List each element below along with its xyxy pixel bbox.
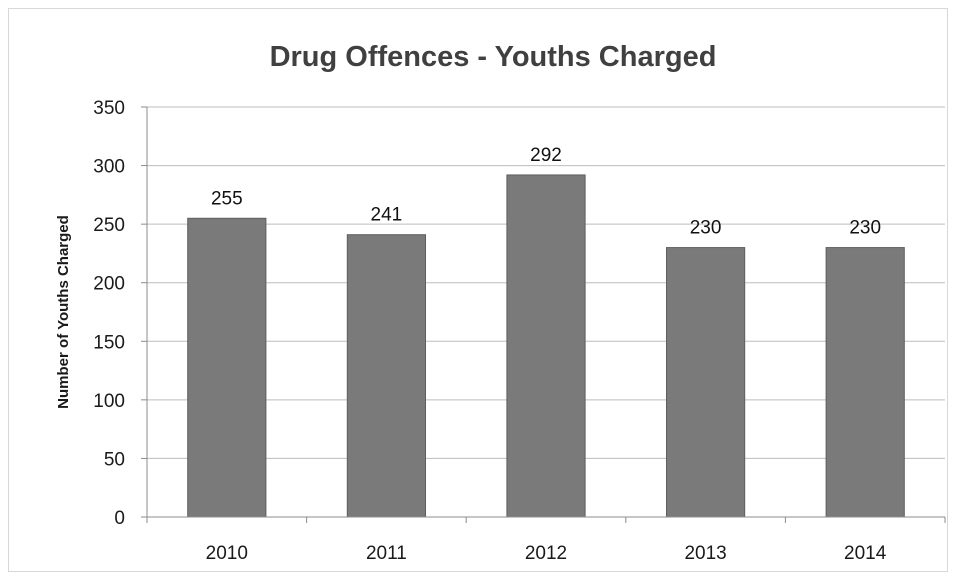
data-label: 292	[530, 145, 562, 166]
chart-title: Drug Offences - Youths Charged	[270, 41, 717, 73]
y-axis-label: Number of Youths Charged	[55, 215, 72, 409]
x-tick-labels: 2010 2011 2012 2013 2014	[206, 543, 887, 564]
y-tick-label: 200	[93, 274, 125, 295]
bar	[187, 217, 267, 518]
bar	[506, 174, 586, 518]
data-label: 230	[849, 218, 881, 239]
bar	[665, 247, 746, 518]
y-tick-label: 100	[93, 391, 125, 412]
y-tick-labels: 0 50 100 150 200 250 300 350	[93, 98, 125, 529]
bars	[187, 174, 905, 518]
x-tick-label: 2010	[206, 543, 248, 564]
y-tick-label: 150	[93, 332, 125, 353]
y-tick-label: 0	[114, 508, 125, 529]
data-label: 255	[211, 188, 243, 209]
x-tick-label: 2013	[684, 543, 726, 564]
data-label: 241	[371, 205, 403, 226]
y-tick-label: 250	[93, 215, 125, 236]
data-labels: 255 241 292 230 230	[211, 145, 881, 239]
x-tick-label: 2014	[844, 543, 887, 564]
y-tick-label: 350	[93, 98, 125, 119]
y-tick-label: 50	[104, 449, 125, 470]
data-label: 230	[690, 218, 722, 239]
chart-frame	[8, 8, 948, 572]
x-tick-label: 2011	[366, 543, 407, 564]
y-tick-label: 300	[93, 157, 125, 178]
bar	[825, 247, 905, 518]
axes	[146, 107, 946, 523]
bar	[346, 234, 427, 518]
x-tick-label: 2012	[525, 543, 567, 564]
